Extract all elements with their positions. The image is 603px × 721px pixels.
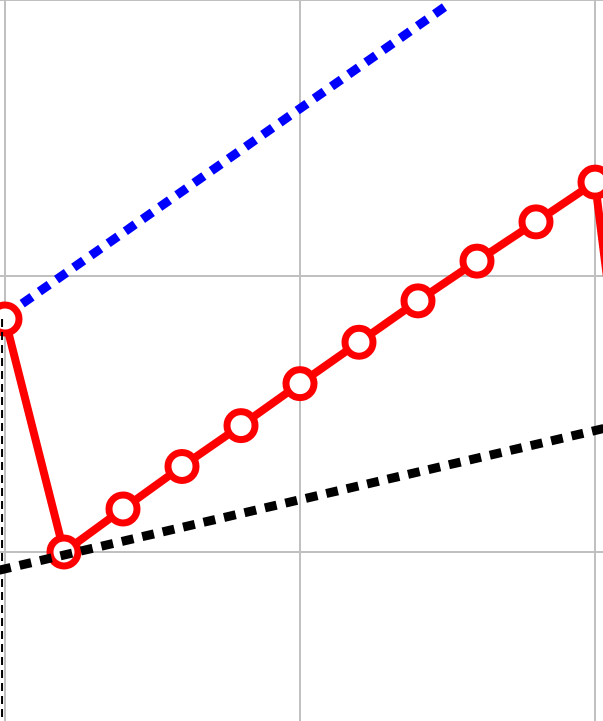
data-point-marker bbox=[223, 408, 259, 444]
series-2 bbox=[0, 424, 603, 575]
data-point-marker bbox=[164, 448, 200, 484]
data-point-marker bbox=[459, 243, 495, 279]
series-line bbox=[2, 1, 451, 320]
data-point-marker bbox=[400, 283, 436, 319]
data-point-marker bbox=[0, 301, 23, 337]
series-1 bbox=[0, 164, 603, 570]
data-point-marker bbox=[577, 164, 603, 200]
data-point-marker bbox=[282, 366, 318, 402]
data-point-marker bbox=[105, 491, 141, 527]
series-line bbox=[0, 424, 603, 575]
data-point-marker bbox=[518, 204, 554, 240]
data-point-marker bbox=[341, 324, 377, 360]
series-0 bbox=[2, 1, 451, 320]
